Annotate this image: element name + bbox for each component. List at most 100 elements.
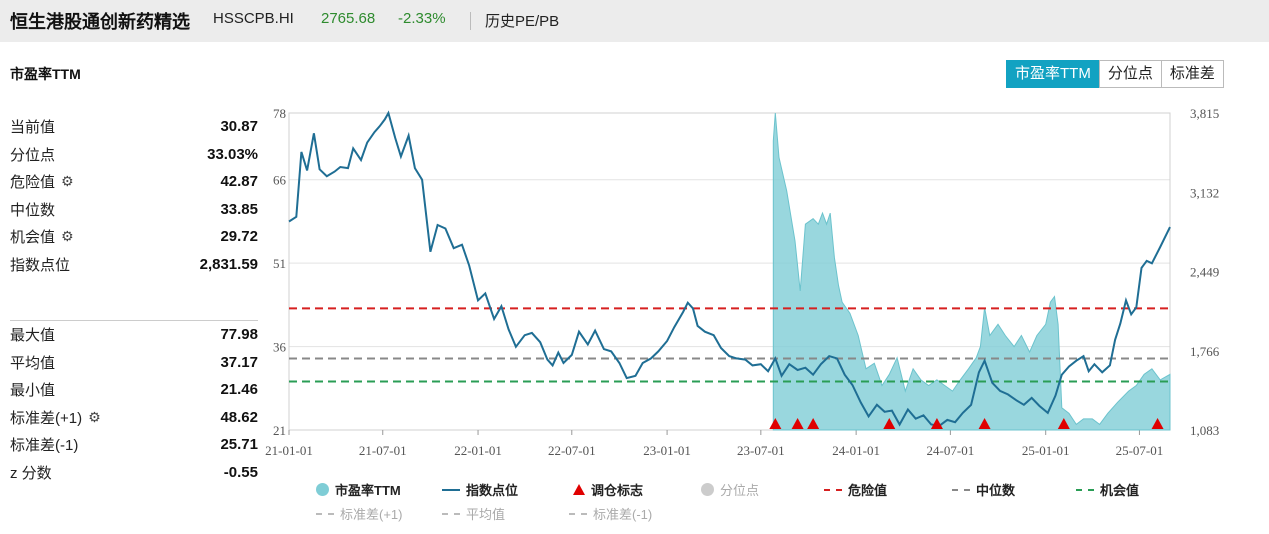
stat-value: 42.87 [220,173,258,191]
index-code: HSSCPB.HI [213,10,294,27]
x-tick-label: 24-07-01 [927,443,975,458]
legend-item[interactable]: 机会值 [1076,480,1139,499]
stat-label: 标准差(-1) [10,434,78,455]
legend-item[interactable]: 分位点 [701,480,759,499]
gear-icon[interactable]: ⚙ [88,408,101,425]
stat-value: 2,831.59 [199,255,258,273]
rebalance-marker [1057,418,1070,429]
legend-label: 机会值 [1100,483,1140,498]
y-right-tick-label: 1,766 [1190,344,1220,359]
stat-label-text: 中位数 [10,201,56,219]
y-left-tick-label: 21 [273,423,286,438]
legend-label: 危险值 [848,483,888,498]
stat-value: 29.72 [220,228,258,246]
x-tick-label: 22-07-01 [548,443,596,458]
stats-panel-bottom: 最大值 77.98 平均值 37.17 最小值 21.46 标准差(+1) ⚙ 48.62 标准差… [10,321,258,486]
stat-row: 指数点位 2,831.59 [10,251,258,279]
stat-label-text: 标准差(-1) [10,437,79,455]
stat-label: 最大值 [10,324,55,345]
stat-label: z 分数 [10,462,52,483]
x-tick-label: 22-01-01 [454,443,502,458]
dash-line-icon [824,488,842,491]
header-divider [470,12,471,30]
stat-label: 平均值 [10,352,55,373]
x-tick-label: 21-07-01 [359,443,407,458]
stat-row: 中位数 33.85 [10,196,258,224]
stat-label-text: z 分数 [10,464,52,482]
stat-value: 30.87 [220,118,258,136]
stat-value: 37.17 [220,353,258,371]
line-icon [442,488,460,491]
legend-label: 指数点位 [466,483,519,498]
stat-row: 标准差(-1) 25.71 [10,431,258,459]
stat-label-text: 最大值 [10,327,56,345]
stats-divider [10,320,258,321]
rebalance-marker [807,418,820,429]
stat-label: 中位数 [10,199,55,220]
stat-value: 77.98 [220,326,258,344]
stat-row: 机会值 ⚙ 29.72 [10,223,258,251]
plot-area [288,112,1171,431]
legend-item[interactable]: 指数点位 [442,480,518,499]
index-change: -2.33% [398,10,446,27]
dot-icon [701,483,714,496]
stat-value: 25.71 [220,436,258,454]
stat-row: 危险值 ⚙ 42.87 [10,168,258,196]
stat-label-text: 平均值 [10,354,56,372]
stat-value: -0.55 [223,463,258,481]
legend-item[interactable]: 中位数 [952,480,1015,499]
pe-chart: 78 3,815 66 3,132 51 2,449 36 1,766 21 1,083 21-01… [265,106,1220,458]
index-level-line [288,110,1171,427]
stat-label-text: 标准差(+1) [10,409,83,427]
stat-label-text: 指数点位 [10,256,71,274]
stat-label: 标准差(+1) ⚙ [10,407,101,428]
header-bar: 恒生港股通创新药精选 HSSCPB.HI 2765.68 -2.33% 历史PE… [0,0,1269,42]
stat-label: 分位点 [10,144,55,165]
stat-label-text: 分位点 [10,146,56,164]
index-title: 恒生港股通创新药精选 [10,12,190,32]
history-pe-pb-link[interactable]: 历史PE/PB [485,13,560,30]
tab-pe-ttm[interactable]: 市盈率TTM [1006,60,1100,88]
dot-icon [316,483,329,496]
rebalance-marker [883,418,896,429]
stat-label: 最小值 [10,379,55,400]
legend-label: 调仓标志 [591,483,644,498]
gear-icon[interactable]: ⚙ [61,228,74,245]
stat-row: 分位点 33.03% [10,141,258,169]
dash-line-icon [952,488,970,491]
pe-ttm-area [772,112,1171,431]
legend-item[interactable]: 标准差(-1) [569,504,652,523]
dash-line-icon [442,512,460,515]
legend-item[interactable]: 调仓标志 [573,480,643,499]
y-left-tick-label: 66 [273,173,287,188]
x-tick-label: 21-01-01 [265,443,313,458]
x-tick-label: 25-07-01 [1116,443,1164,458]
tab-std-dev[interactable]: 标准差 [1160,60,1224,88]
stat-value: 48.62 [220,408,258,426]
x-tick-label: 23-07-01 [737,443,785,458]
legend-label: 分位点 [720,483,760,498]
stat-row: z 分数 -0.55 [10,459,258,487]
legend-item[interactable]: 平均值 [442,504,505,523]
x-tick-label: 23-01-01 [643,443,691,458]
stat-label-text: 当前值 [10,119,56,137]
stat-label-text: 危险值 [10,174,56,192]
legend-label: 平均值 [466,507,506,522]
rebalance-marker [1151,418,1164,429]
stat-label: 机会值 ⚙ [10,226,74,247]
y-right-tick-label: 3,132 [1190,185,1219,200]
gear-icon[interactable]: ⚙ [61,173,74,190]
stat-label: 指数点位 [10,254,70,275]
legend-item[interactable]: 市盈率TTM [316,480,401,499]
legend-item[interactable]: 危险值 [824,480,887,499]
triangle-icon [573,484,585,495]
y-right-tick-label: 3,815 [1190,106,1219,121]
rebalance-marker [930,418,943,429]
x-tick-label: 24-01-01 [832,443,880,458]
y-left-tick-label: 36 [273,340,287,355]
stat-row: 当前值 30.87 [10,113,258,141]
legend-item[interactable]: 标准差(+1) [316,504,402,523]
y-left-tick-label: 78 [273,106,286,121]
stat-value: 21.46 [220,381,258,399]
stat-label: 当前值 [10,116,55,137]
